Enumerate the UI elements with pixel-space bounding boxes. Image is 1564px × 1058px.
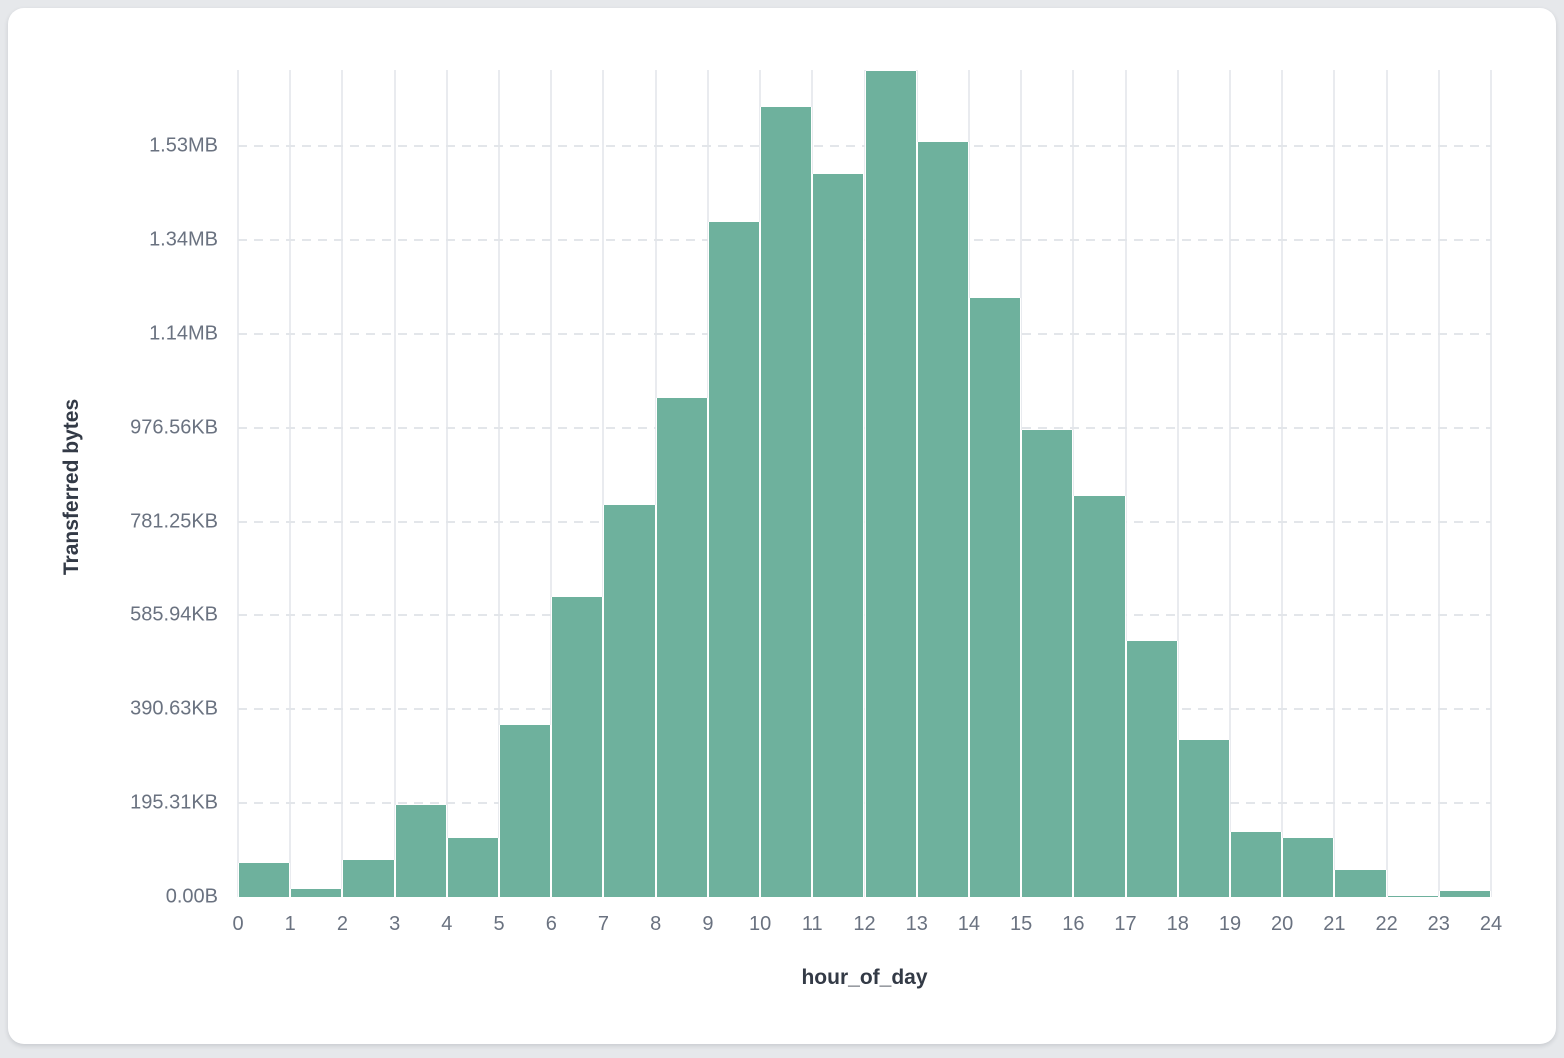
bar-hour-23[interactable] xyxy=(1438,890,1491,897)
bar-hour-18[interactable] xyxy=(1177,739,1230,897)
x-tick-label: 0 xyxy=(232,913,244,935)
bar-hour-16[interactable] xyxy=(1073,496,1126,897)
v-gridline xyxy=(550,70,553,897)
bar-hour-19[interactable] xyxy=(1229,831,1283,897)
bar-hour-15[interactable] xyxy=(1021,430,1074,897)
bar-hour-17[interactable] xyxy=(1125,641,1178,897)
x-tick-label: 15 xyxy=(1010,913,1033,935)
bar-hour-9[interactable] xyxy=(707,222,761,897)
y-tick-label: 585.94KB xyxy=(130,603,218,626)
x-tick-label: 24 xyxy=(1479,913,1503,935)
x-tick-label: 14 xyxy=(957,913,981,935)
x-tick-label: 9 xyxy=(702,913,714,935)
v-gridline xyxy=(445,70,448,897)
v-gridline xyxy=(1228,70,1231,897)
x-tick-label: 11 xyxy=(801,913,823,935)
v-gridline xyxy=(1281,70,1284,897)
x-tick-label: 1 xyxy=(284,913,296,935)
x-tick-label: 23 xyxy=(1427,913,1450,935)
x-tick-label: 4 xyxy=(441,913,453,935)
bar-hour-10[interactable] xyxy=(760,106,813,897)
bar-hour-20[interactable] xyxy=(1282,838,1335,897)
bar-hour-13[interactable] xyxy=(916,142,969,897)
x-tick-label: 10 xyxy=(748,913,772,935)
bar-hour-3[interactable] xyxy=(394,804,447,897)
bar-hour-4[interactable] xyxy=(446,838,500,897)
bar-hour-1[interactable] xyxy=(290,889,343,897)
y-tick-label: 1.34MB xyxy=(149,228,218,251)
v-gridline xyxy=(1385,70,1388,897)
x-axis-tick-labels: 0 1 2 3 4 5 6 7 8 9 10 11 12 13 14 15 16 17 18 19 20 21 22 23 24 xyxy=(232,907,1502,937)
plot-area xyxy=(237,70,1492,897)
chart-card: Transferred bytes 0.00B 195.31KB 390.63KB 5… xyxy=(8,8,1556,1044)
x-tick-label: 20 xyxy=(1271,913,1294,935)
y-tick-label: 1.14MB xyxy=(149,322,218,345)
v-gridline xyxy=(1176,70,1179,897)
x-tick-label: 6 xyxy=(545,913,557,935)
v-gridline xyxy=(1072,70,1075,897)
v-gridline xyxy=(602,70,605,897)
bar-hour-11[interactable] xyxy=(812,174,865,897)
x-tick-label: 22 xyxy=(1375,913,1398,935)
bar-hour-14[interactable] xyxy=(968,298,1022,897)
y-tick-label: 976.56KB xyxy=(130,416,218,439)
bar-hour-6[interactable] xyxy=(551,596,604,897)
v-gridline xyxy=(393,70,396,897)
v-gridline xyxy=(498,70,501,897)
x-tick-label: 16 xyxy=(1062,913,1085,935)
v-gridline xyxy=(289,70,292,897)
y-tick-label: 195.31KB xyxy=(130,791,218,814)
y-tick-label: 0.00B xyxy=(165,885,218,908)
x-tick-label: 21 xyxy=(1323,913,1346,935)
v-gridline xyxy=(1333,70,1336,897)
v-gridline xyxy=(341,70,344,897)
y-tick-label: 781.25KB xyxy=(130,510,218,533)
x-tick-label: 2 xyxy=(336,913,348,935)
bar-hour-21[interactable] xyxy=(1334,869,1387,897)
bar-hour-12[interactable] xyxy=(864,70,917,897)
x-tick-label: 3 xyxy=(389,913,401,935)
v-gridline xyxy=(1437,70,1440,897)
v-gridline xyxy=(1124,70,1127,897)
x-axis-title: hour_of_day xyxy=(801,966,928,989)
v-gridline xyxy=(1490,70,1492,897)
x-tick-label: 8 xyxy=(650,913,662,935)
v-gridline xyxy=(237,70,239,897)
bar-hour-2[interactable] xyxy=(342,860,395,897)
bar-hour-0[interactable] xyxy=(238,862,291,897)
y-tick-label: 1.53MB xyxy=(149,134,218,157)
x-tick-label: 19 xyxy=(1218,913,1242,935)
bar-hour-5[interactable] xyxy=(499,724,552,897)
x-tick-label: 18 xyxy=(1166,913,1189,935)
x-tick-label: 5 xyxy=(493,913,505,935)
bar-hour-22[interactable] xyxy=(1386,896,1439,897)
x-tick-label: 13 xyxy=(905,913,928,935)
bar-hour-7[interactable] xyxy=(603,504,656,897)
x-tick-label: 7 xyxy=(597,913,610,935)
y-axis-tick-labels: 0.00B 195.31KB 390.63KB 585.94KB 781.25KB 976… xyxy=(8,70,218,908)
bar-hour-8[interactable] xyxy=(655,397,708,897)
x-tick-label: 12 xyxy=(853,913,876,935)
x-tick-label: 17 xyxy=(1114,913,1137,935)
y-tick-label: 390.63KB xyxy=(130,697,218,720)
